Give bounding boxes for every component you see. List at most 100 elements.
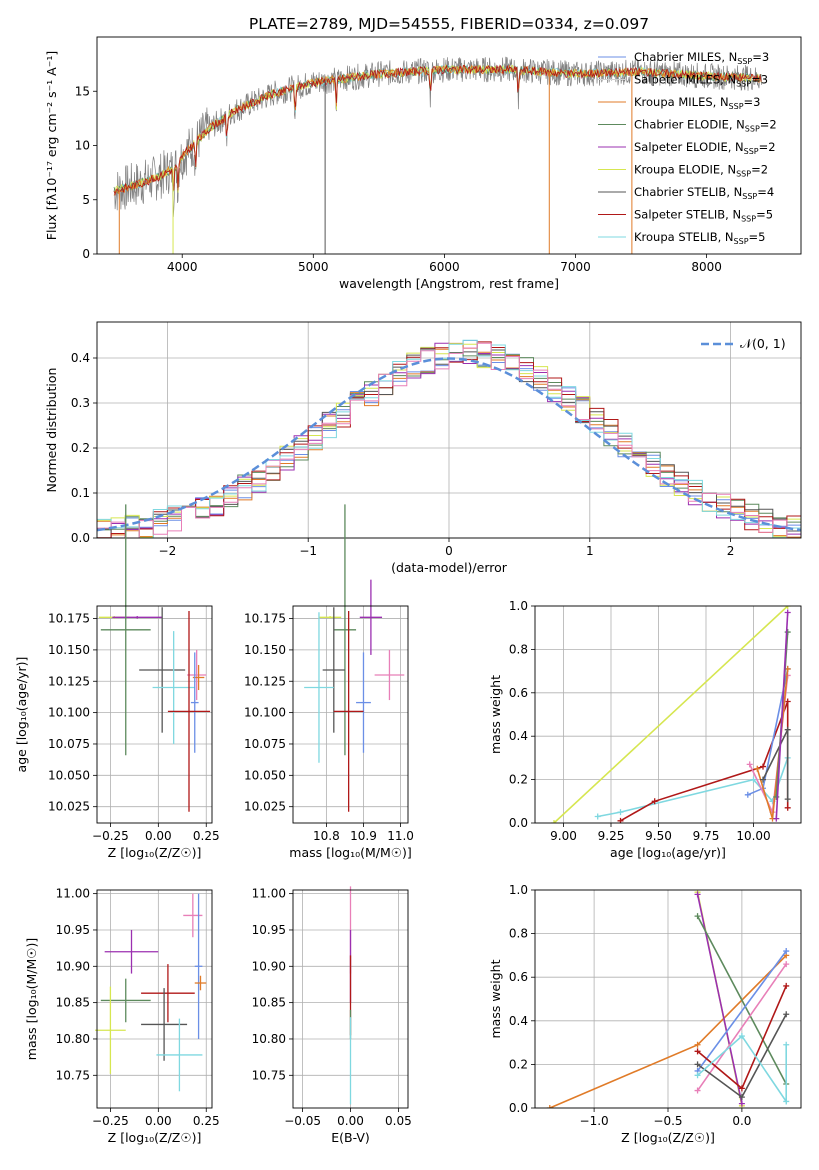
y-tick-label: 10.175 — [48, 612, 90, 626]
age_vs_mass-panel: 10.8 10.9 11.0 10.025 10.050 10.075 10.100 10.1… — [244, 504, 414, 860]
legend-count: =5 — [756, 208, 773, 222]
x-axis-label: Z [log₁₀(Z/Z☉)] — [108, 845, 202, 860]
y-tick-label: 0.4 — [509, 1014, 528, 1028]
y-tick-label: 0.1 — [71, 486, 90, 500]
y-tick-label: 5 — [82, 193, 90, 207]
legend-count: =3 — [751, 73, 768, 87]
model-spectrum — [113, 64, 762, 196]
y-tick-label: 10.95 — [56, 923, 90, 937]
weight-marker — [784, 606, 791, 609]
legend-subscript: SSP — [737, 57, 752, 66]
y-tick-label: 10.125 — [48, 674, 90, 688]
x-axis-label: (data-model)/error — [391, 560, 508, 575]
legend-label: Salpeter ELODIE, NSSP=2 — [634, 140, 776, 156]
legend-count: =2 — [751, 163, 768, 177]
weight-marker — [546, 1105, 553, 1108]
legend-count: =4 — [757, 185, 774, 199]
y-tick-label: 15 — [75, 84, 90, 98]
x-tick-label: −2 — [159, 544, 177, 558]
y-tick-label: 10.90 — [56, 959, 90, 973]
axes-frame — [292, 889, 409, 1109]
weight-marker — [784, 796, 791, 803]
weight-marker — [694, 1087, 701, 1094]
y-tick-label: 10.85 — [252, 996, 286, 1010]
x-axis-label: Z [log₁₀(Z/Z☉)] — [108, 1130, 202, 1145]
weight-marker — [738, 1100, 745, 1107]
x-tick-label: 10.00 — [736, 829, 770, 843]
x-tick-label: 0.00 — [145, 829, 172, 843]
x-tick-label: 0.25 — [193, 829, 220, 843]
weight-line — [696, 915, 787, 1085]
x-tick-label: 0.25 — [193, 1114, 220, 1128]
mass_vs_ebv-panel: −0.05 0.00 0.05 10.75 10.80 10.85 10.90 10.95 11… — [252, 886, 412, 1145]
legend-count: =2 — [760, 118, 777, 132]
weight-marker — [746, 761, 753, 768]
y-tick-label: 11.00 — [252, 887, 286, 901]
y-axis-label: mass weight — [488, 675, 503, 754]
x-tick-label: −0.25 — [92, 1114, 129, 1128]
y-tick-label: 0.2 — [71, 441, 90, 455]
weight-marker — [594, 813, 601, 820]
x-axis-label: E(B-V) — [331, 1130, 370, 1145]
x-tick-label: 0.0 — [732, 1114, 751, 1128]
weight-marker — [783, 1098, 790, 1105]
y-tick-label: 0.8 — [509, 927, 528, 941]
weight-marker — [760, 776, 766, 783]
weight-marker — [651, 798, 658, 805]
y-tick-label: 0.4 — [71, 351, 90, 365]
x-tick-label: 0.00 — [145, 1114, 172, 1128]
axes-frame — [534, 889, 802, 1109]
x-axis-label: Z [log₁₀(Z/Z☉)] — [621, 1130, 715, 1145]
weight-line — [553, 606, 789, 823]
weight-marker — [750, 776, 757, 783]
normal-curve — [97, 357, 801, 532]
weight-marker — [744, 791, 751, 798]
y-tick-label: 0.8 — [509, 642, 528, 656]
legend-count: =3 — [744, 95, 761, 109]
weight-marker — [784, 609, 791, 616]
y-tick-label: 10.025 — [48, 800, 90, 814]
legend-label: Kroupa STELIB, NSSP=5 — [634, 230, 765, 246]
weight-lines — [551, 606, 791, 823]
weight-marker — [694, 891, 701, 898]
x-axis-label: mass [log₁₀(M/M☉)] — [289, 845, 411, 860]
y-tick-label: 0.4 — [509, 729, 528, 743]
y-tick-label: 10.80 — [252, 1032, 286, 1046]
legend-label: Chabrier MILES, NSSP=3 — [634, 50, 769, 66]
y-tick-label: 10 — [75, 139, 90, 153]
x-tick-label: −1 — [299, 544, 317, 558]
weight-marker — [694, 1072, 701, 1079]
x-tick-label: 1 — [586, 544, 594, 558]
axes-frame — [96, 605, 213, 824]
x-tick-label: 0.05 — [385, 1114, 412, 1128]
y-tick-label: 10.85 — [56, 996, 90, 1010]
x-tick-label: −0.5 — [653, 1114, 682, 1128]
histograms — [97, 339, 801, 538]
weight-marker — [784, 804, 791, 811]
weight-marker — [783, 961, 790, 968]
y-tick-label: 10.050 — [48, 768, 90, 782]
legend-count: =2 — [759, 140, 776, 154]
y-tick-label: 0.2 — [509, 773, 528, 787]
x-tick-label: −1.0 — [580, 1114, 609, 1128]
legend-subscript: SSP — [742, 192, 757, 201]
figure-title: PLATE=2789, MJD=54555, FIBERID=0334, z=0… — [249, 15, 649, 33]
x-tick-label: 6000 — [429, 260, 460, 274]
axes-frame — [292, 605, 409, 824]
weight-line — [697, 1034, 787, 1105]
weight-marker — [551, 820, 557, 823]
y-axis-label: mass weight — [488, 959, 503, 1038]
y-tick-label: 10.90 — [252, 959, 286, 973]
y-tick-label: 10.150 — [244, 643, 286, 657]
weight-marker — [694, 1041, 701, 1048]
legend-subscript: SSP — [744, 147, 759, 156]
weight-marker — [738, 1094, 745, 1101]
weight-marker — [783, 982, 790, 989]
x-tick-label: 9.00 — [550, 829, 577, 843]
weight-marker — [783, 1041, 790, 1048]
x-tick-label: 5000 — [298, 260, 329, 274]
legend-count: =5 — [749, 230, 766, 244]
weight-line — [696, 950, 787, 1072]
x-tick-label: 9.25 — [598, 829, 625, 843]
